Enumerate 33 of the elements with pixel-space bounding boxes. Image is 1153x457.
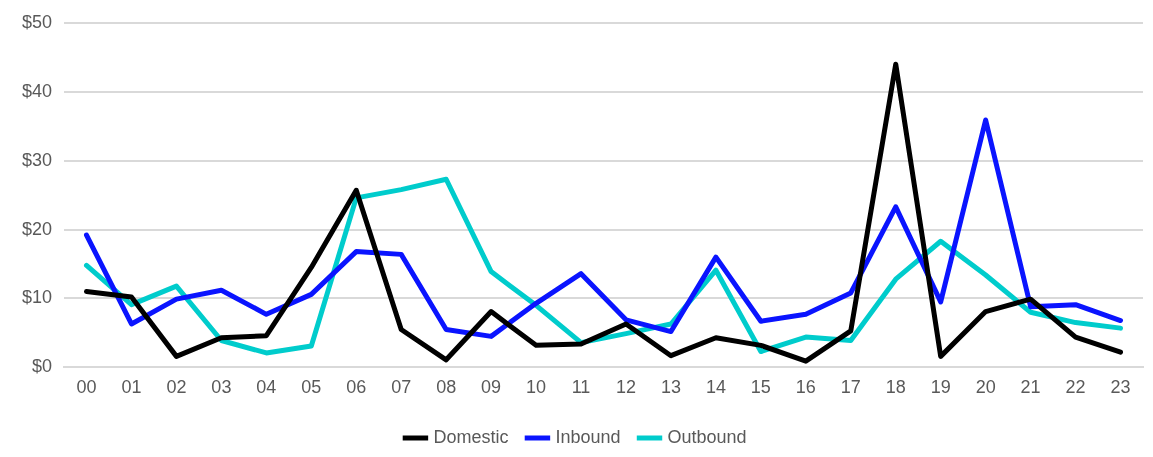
y-tick-label: $20 bbox=[21, 218, 53, 239]
x-tick-label: 17 bbox=[840, 377, 861, 398]
x-tick-label: 03 bbox=[211, 377, 232, 398]
y-tick-label: $0 bbox=[32, 356, 53, 377]
x-tick-label: 21 bbox=[1020, 377, 1041, 398]
x-tick-label: 05 bbox=[301, 377, 322, 398]
legend-label: Outbound bbox=[667, 426, 747, 447]
x-tick-label: 23 bbox=[1110, 377, 1131, 398]
x-tick-label: 19 bbox=[930, 377, 951, 398]
y-tick-label: $10 bbox=[21, 287, 53, 308]
x-tick-label: 13 bbox=[660, 377, 681, 398]
x-tick-label: 04 bbox=[256, 377, 277, 398]
y-tick-label: $30 bbox=[21, 149, 53, 170]
y-tick-label: $50 bbox=[21, 11, 53, 32]
y-tick-label: $40 bbox=[21, 80, 53, 101]
x-tick-label: 15 bbox=[750, 377, 771, 398]
x-tick-label: 07 bbox=[391, 377, 412, 398]
x-tick-label: 14 bbox=[705, 377, 726, 398]
x-tick-label: 16 bbox=[795, 377, 816, 398]
x-tick-label: 00 bbox=[76, 377, 97, 398]
x-tick-label: 18 bbox=[885, 377, 906, 398]
x-tick-label: 09 bbox=[481, 377, 502, 398]
x-tick-label: 22 bbox=[1065, 377, 1086, 398]
x-tick-label: 06 bbox=[346, 377, 367, 398]
x-tick-label: 08 bbox=[436, 377, 457, 398]
x-tick-label: 10 bbox=[526, 377, 547, 398]
x-tick-label: 11 bbox=[571, 377, 591, 398]
x-tick-label: 01 bbox=[121, 377, 142, 398]
x-tick-label: 12 bbox=[615, 377, 637, 398]
x-tick-label: 20 bbox=[975, 377, 996, 398]
legend-label: Inbound bbox=[555, 426, 621, 447]
x-tick-label: 02 bbox=[166, 377, 187, 398]
legend-label: Domestic bbox=[433, 426, 509, 447]
